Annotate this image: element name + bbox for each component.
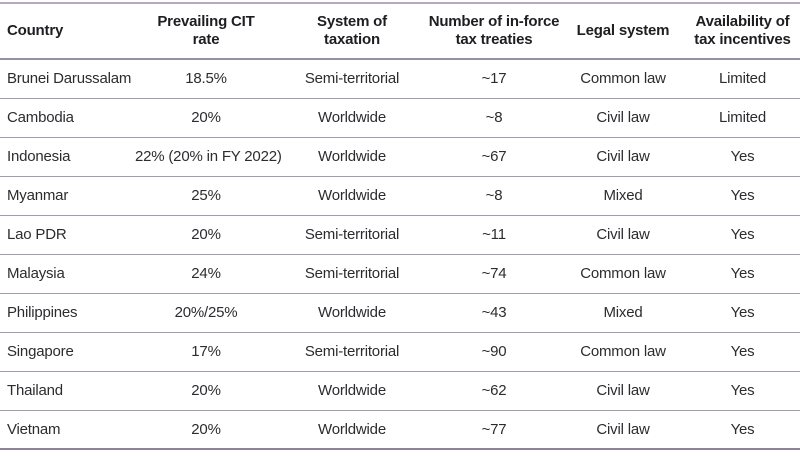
table-cell: Mixed	[561, 176, 685, 216]
header-cell-label: Country	[7, 22, 64, 39]
table-cell: Yes	[685, 293, 800, 333]
table-cell: 20%	[135, 371, 277, 411]
table-cell: 20%	[135, 215, 277, 255]
country-cell: Malaysia	[0, 254, 135, 294]
header-cell: System of taxation	[277, 3, 427, 60]
header-cell-label: Prevailing CIT rate	[157, 13, 255, 48]
header-cell: Country	[0, 3, 135, 60]
table-cell: 20%	[135, 98, 277, 138]
table-row: Philippines 20%/25% Worldwide ~43 Mixed Yes	[0, 293, 800, 333]
table-cell: 25%	[135, 176, 277, 216]
table-cell: Civil law	[561, 137, 685, 177]
table-row: Brunei Darussalam 18.5% Semi-territorial ~1…	[0, 59, 800, 99]
table-cell: Worldwide	[318, 420, 386, 438]
table-cell: Worldwide	[277, 98, 427, 138]
table-cell: 18.5%	[135, 59, 277, 99]
table-cell: Worldwide	[277, 137, 427, 177]
country-cell: Cambodia	[0, 98, 135, 138]
header-row: Country Prevailing CIT rate System of taxa…	[0, 3, 800, 60]
table-cell: Worldwide	[277, 293, 427, 333]
header-cell: Availability of tax incentives	[685, 3, 800, 60]
table-cell: Limited	[685, 59, 800, 99]
table-cell: Yes	[730, 420, 755, 438]
country-cell: Myanmar	[0, 176, 135, 216]
table-cell: Yes	[685, 332, 800, 372]
table-cell: ~43	[427, 293, 561, 333]
country-cell: Singapore	[0, 332, 135, 372]
table-cell: Civil law	[561, 371, 685, 411]
table-row: Myanmar 25% Worldwide ~8 Mixed Yes	[0, 176, 800, 216]
table-cell: ~74	[427, 254, 561, 294]
table-row: Singapore 17% Semi-territorial ~90 Common la…	[0, 332, 800, 372]
table-row: Lao PDR 20% Semi-territorial ~11 Civil law Ye…	[0, 215, 800, 255]
country-cell: Vietnam	[7, 420, 61, 438]
table-cell: Yes	[685, 215, 800, 255]
header-cell-label: Legal system	[576, 22, 670, 39]
header-cell: Number of in-force tax treaties	[427, 3, 561, 60]
country-cell: Lao PDR	[0, 215, 135, 255]
table-cell: Yes	[685, 254, 800, 294]
table-row: Thailand 20% Worldwide ~62 Civil law Yes	[0, 371, 800, 411]
table-cell: Civil law	[561, 215, 685, 255]
table-cell: 20%/25%	[135, 293, 277, 333]
table-cell: ~62	[427, 371, 561, 411]
table-cell: 17%	[135, 332, 277, 372]
country-cell: Indonesia	[0, 137, 135, 177]
table-cell: Civil law	[561, 98, 685, 138]
table-cell: Limited	[685, 98, 800, 138]
table-row: Vietnam 20% Worldwide ~77 Civil law Yes	[0, 410, 800, 449]
table-cell: ~90	[427, 332, 561, 372]
table-cell: Semi-territorial	[277, 254, 427, 294]
table-cell: ~77	[481, 420, 507, 438]
table-cell: Worldwide	[277, 371, 427, 411]
table-cell: 20%	[191, 420, 221, 438]
table-row: Cambodia 20% Worldwide ~8 Civil law Limited	[0, 98, 800, 138]
table-cell: Semi-territorial	[277, 215, 427, 255]
table-cell: Worldwide	[277, 176, 427, 216]
country-cell: Thailand	[0, 371, 135, 411]
table-cell: 24%	[135, 254, 277, 294]
table-body: Brunei Darussalam 18.5% Semi-territorial ~1…	[0, 59, 800, 449]
table-cell: ~11	[427, 215, 561, 255]
table-row: Indonesia 22% (20% in FY 2022) Worldwide ~6…	[0, 137, 800, 177]
table-cell: ~67	[427, 137, 561, 177]
table-header: Country Prevailing CIT rate System of taxa…	[0, 3, 800, 60]
table-row: Malaysia 24% Semi-territorial ~74 Common law…	[0, 254, 800, 294]
table-cell: ~8	[427, 176, 561, 216]
header-cell-label: Availability of tax incentives	[694, 13, 791, 48]
table-cell: ~8	[427, 98, 561, 138]
table-cell: Semi-territorial	[277, 332, 427, 372]
table-cell: Mixed	[561, 293, 685, 333]
table-cell: Common law	[561, 59, 685, 99]
header-cell-label: System of taxation	[317, 13, 387, 48]
table-cell: Civil law	[596, 420, 650, 438]
table-cell: Semi-territorial	[277, 59, 427, 99]
table-cell: ~17	[427, 59, 561, 99]
table-cell: Yes	[685, 371, 800, 411]
table-cell: Yes	[685, 137, 800, 177]
table-cell: Common law	[561, 254, 685, 294]
table-cell: Yes	[685, 176, 800, 216]
header-cell-label: Number of in-force tax treaties	[428, 13, 560, 48]
header-cell: Legal system	[561, 3, 685, 60]
header-cell: Prevailing CIT rate	[135, 3, 277, 60]
country-cell: Brunei Darussalam	[0, 59, 135, 99]
table-cell: Common law	[561, 332, 685, 372]
country-cell: Philippines	[0, 293, 135, 333]
table-cell: 22% (20% in FY 2022)	[135, 137, 282, 177]
